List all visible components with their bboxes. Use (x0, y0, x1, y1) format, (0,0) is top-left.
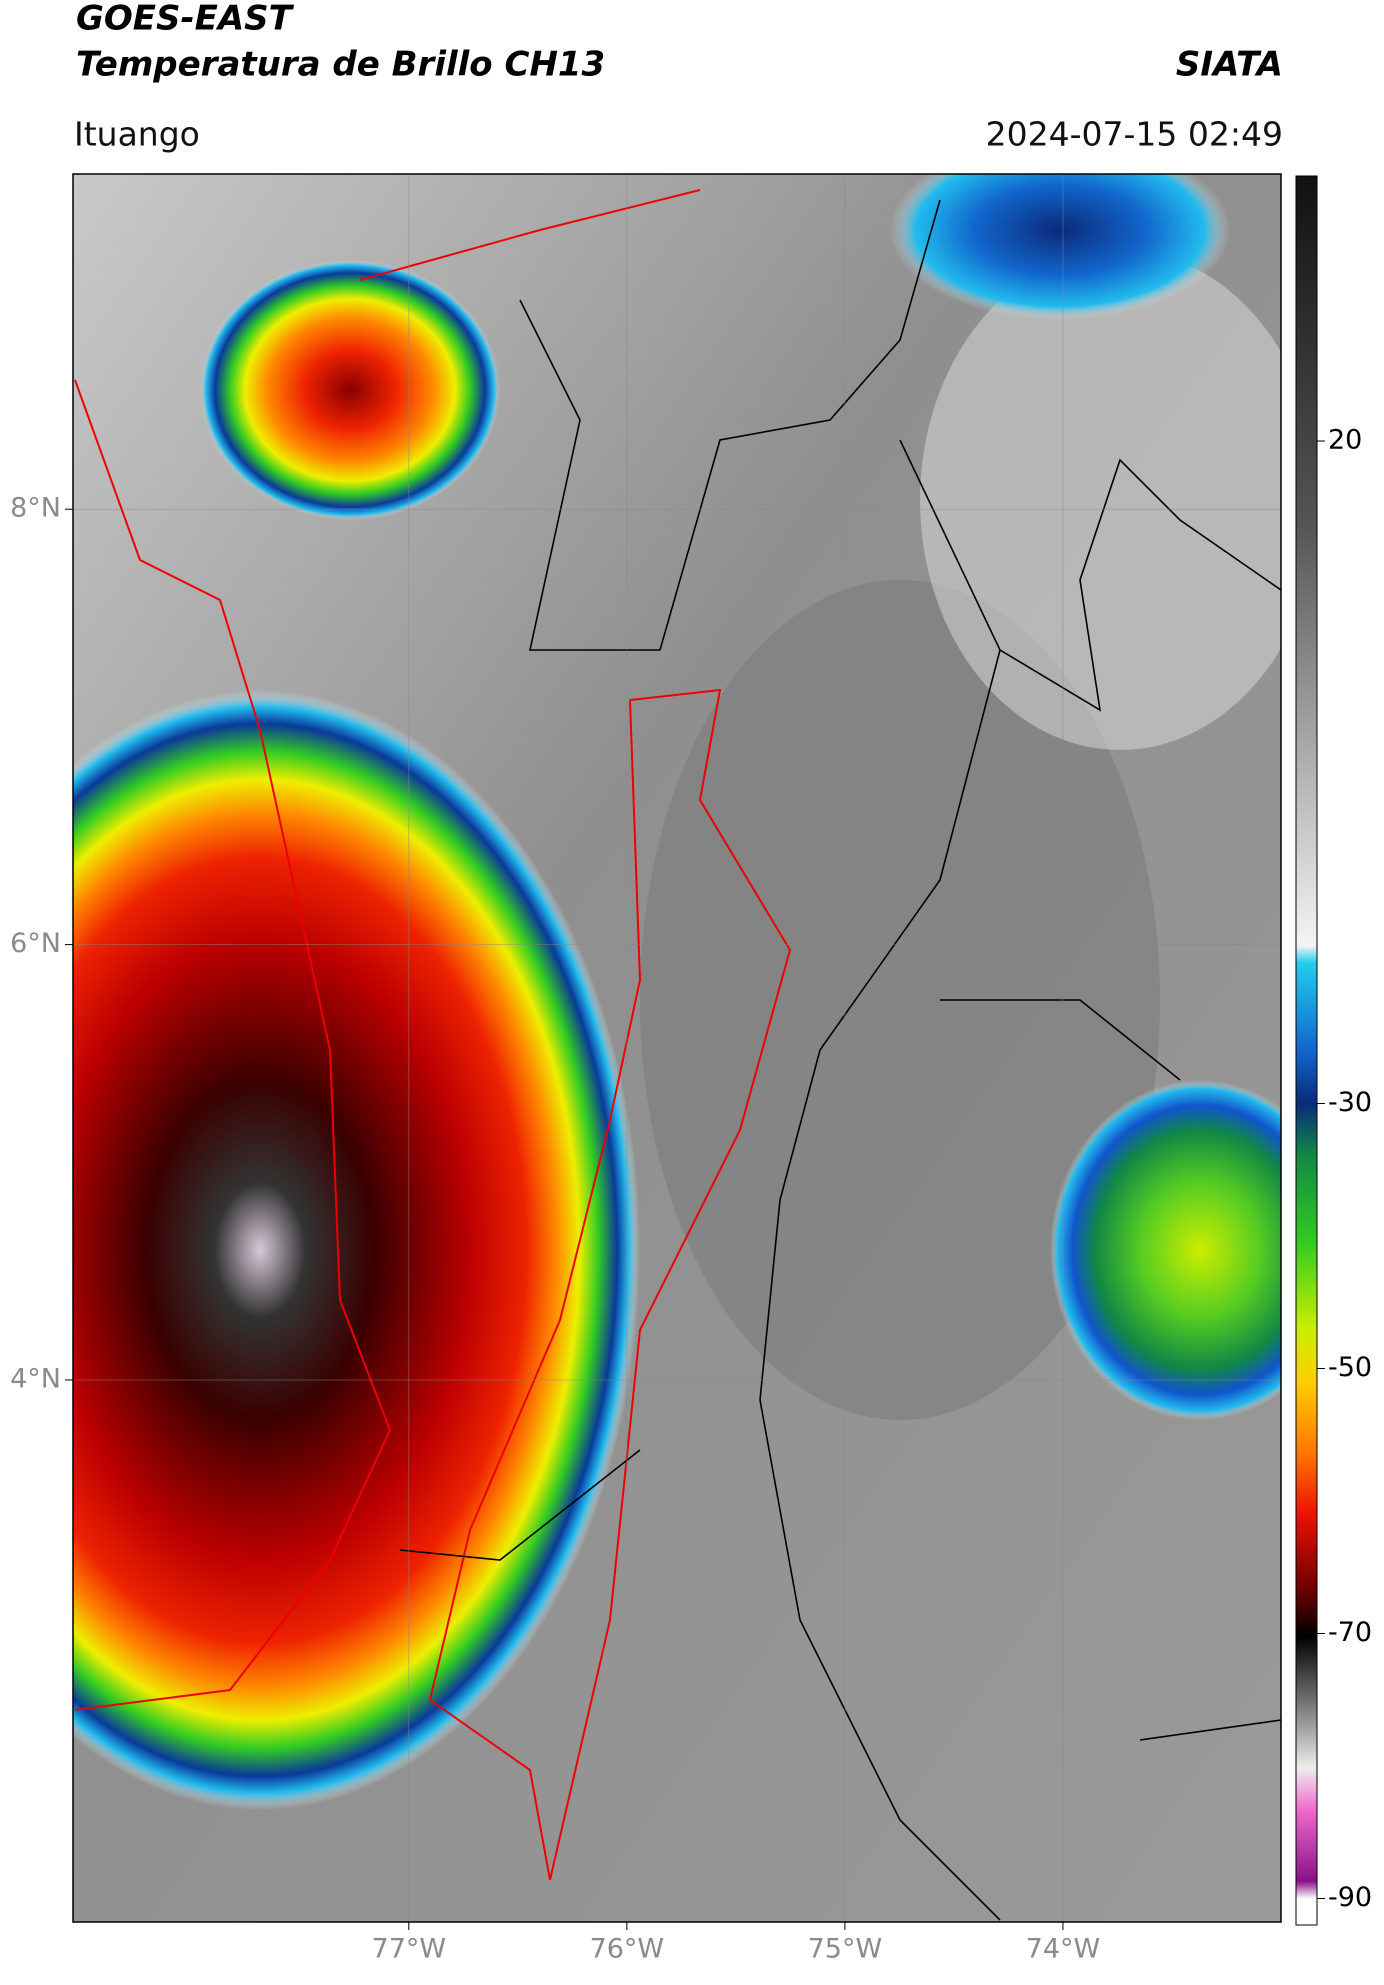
y-tick-label: 4°N (10, 1363, 61, 1394)
storm (200, 260, 500, 520)
cloud-field (640, 580, 1160, 1420)
colorbar-tick-label: -90 (1328, 1882, 1372, 1913)
colorbar-tick-label: 20 (1328, 425, 1362, 456)
colorbar (1295, 175, 1318, 1926)
boundaries (399, 199, 1281, 1921)
storm (1050, 1080, 1281, 1420)
map-frame (72, 173, 1282, 1923)
title: GOES-EAST (76, 0, 295, 39)
organization: SIATA (1176, 45, 1283, 85)
ticks: 77°W 76°W 75°W 74°W 8°N 6°N 4°N 20 -30 -50 -70 -90 (10, 425, 1372, 1965)
location: Ituango (74, 115, 200, 154)
colorbar-tick-label: -70 (1328, 1617, 1372, 1648)
map-image (73, 174, 1281, 1922)
datetime: 2024-07-15 02:49 (986, 115, 1283, 154)
region-outline (428, 688, 792, 1881)
colorbar-tick-label: -30 (1328, 1087, 1372, 1118)
grid (73, 174, 1281, 1922)
x-tick-label: 75°W (808, 1934, 883, 1965)
y-tick-label: 6°N (10, 928, 61, 959)
x-tick-label: 77°W (372, 1934, 447, 1965)
storm (73, 690, 640, 1810)
x-tick-label: 74°W (1026, 1934, 1101, 1965)
coastline (74, 189, 701, 1711)
cloud-field (920, 250, 1281, 750)
storm (890, 174, 1230, 320)
x-tick-label: 76°W (590, 1934, 665, 1965)
colorbar-tick-label: -50 (1328, 1352, 1372, 1383)
subtitle: Temperatura de Brillo CH13 (76, 45, 605, 85)
y-tick-label: 8°N (10, 493, 61, 524)
